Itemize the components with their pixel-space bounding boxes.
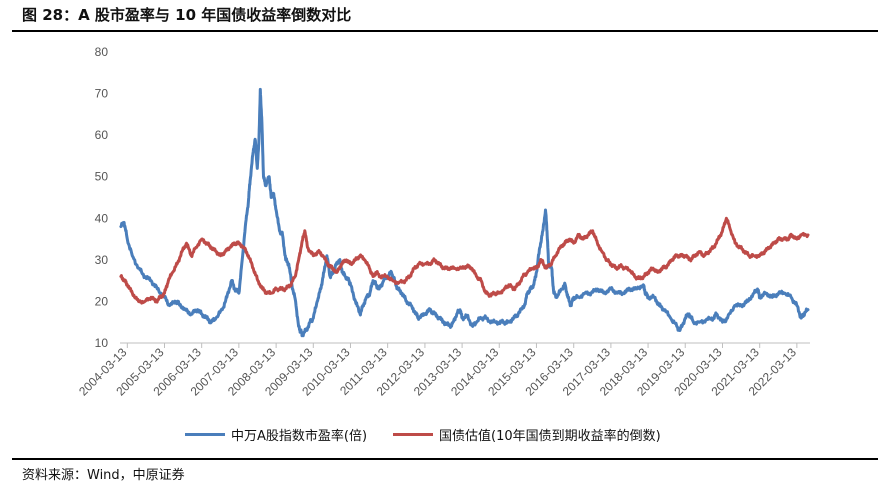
series-line-bond xyxy=(119,216,810,305)
title-rule xyxy=(12,30,878,32)
legend-item-pe: 中万A股指数市盈率(倍) xyxy=(185,425,367,444)
y-tick-label: 40 xyxy=(95,211,109,225)
legend-label-pe: 中万A股指数市盈率(倍) xyxy=(231,429,368,444)
series-line-pe xyxy=(119,87,810,338)
source-note: 资料来源：Wind，中原证券 xyxy=(22,468,185,483)
legend-item-bond: 国债估值(10年国债到期收益率的倒数) xyxy=(393,425,661,444)
y-tick-label: 50 xyxy=(95,170,109,184)
y-tick-label: 20 xyxy=(95,294,109,308)
source-rule xyxy=(12,458,878,460)
y-tick-label: 70 xyxy=(95,87,109,101)
chart-legend: 中万A股指数市盈率(倍) 国债估值(10年国债到期收益率的倒数) xyxy=(185,425,687,444)
legend-swatch-bond xyxy=(393,433,434,436)
legend-swatch-pe xyxy=(185,433,225,436)
y-tick-label: 10 xyxy=(95,336,109,350)
legend-label-bond: 国债估值(10年国债到期收益率的倒数) xyxy=(439,429,661,444)
y-tick-label: 30 xyxy=(95,253,109,267)
figure-title: 图 28：A 股市盈率与 10 年国债收益率倒数对比 xyxy=(22,6,352,24)
y-tick-label: 80 xyxy=(95,45,109,59)
y-tick-label: 60 xyxy=(95,128,109,142)
